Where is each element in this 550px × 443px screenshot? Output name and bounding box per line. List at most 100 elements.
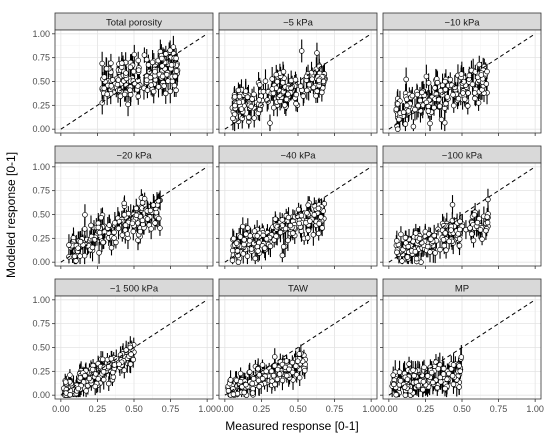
data-point — [256, 82, 263, 88]
data-point — [404, 376, 411, 383]
data-point — [121, 212, 128, 218]
y-tick-label: 0.00 — [32, 257, 50, 267]
data-point — [95, 376, 101, 382]
data-point — [243, 88, 249, 94]
data-point — [306, 81, 313, 88]
data-point — [314, 50, 320, 56]
panel-title: −5 kPa — [283, 18, 314, 29]
data-point — [457, 368, 463, 374]
data-point — [173, 68, 180, 74]
data-point — [298, 212, 305, 219]
panel-1: Total porosity 0.00 0.25 0.50 0.75 1.00 — [32, 12, 214, 136]
data-point — [130, 68, 137, 75]
data-point — [280, 69, 287, 75]
data-point — [260, 232, 266, 239]
data-point — [442, 385, 448, 392]
data-point — [110, 374, 117, 380]
x-tick-label: 0.75 — [162, 404, 180, 414]
data-point — [476, 61, 483, 68]
data-point — [143, 77, 150, 83]
data-point — [457, 226, 463, 233]
data-point — [66, 242, 72, 248]
data-point — [393, 392, 399, 398]
data-point — [83, 388, 89, 394]
panel-title: −100 kPa — [442, 151, 483, 162]
data-point — [431, 232, 437, 239]
data-point — [279, 222, 286, 229]
panel-7: −1 500 kPa 0.00 0.25 0.50 0.75 1.00 0.00 0.25 0.… — [32, 278, 216, 414]
data-point — [150, 88, 157, 95]
x-tick-label: 0.50 — [453, 404, 471, 414]
data-point — [251, 91, 257, 98]
data-point — [89, 244, 96, 251]
data-point — [424, 373, 431, 379]
data-point — [103, 65, 110, 72]
data-point — [465, 103, 471, 109]
data-point — [273, 71, 280, 78]
data-point — [254, 233, 260, 239]
data-point — [271, 354, 278, 360]
data-point — [231, 94, 238, 100]
data-point — [99, 60, 105, 67]
data-point — [241, 389, 247, 396]
data-point — [425, 108, 432, 114]
data-point — [125, 101, 131, 108]
data-point — [82, 212, 88, 218]
x-tick-label: 0.75 — [490, 404, 508, 414]
x-tick-label: 0.50 — [289, 404, 307, 414]
data-point — [173, 55, 179, 62]
panel-title: Total porosity — [106, 18, 162, 29]
data-point — [396, 369, 403, 375]
data-point — [417, 97, 423, 104]
data-point — [390, 372, 396, 378]
y-tick-label: 0.25 — [32, 100, 50, 110]
y-tick-label: 0.25 — [32, 233, 50, 243]
data-point — [251, 228, 258, 234]
data-point — [479, 236, 485, 242]
data-point — [309, 76, 315, 82]
data-point — [119, 232, 126, 238]
data-point — [156, 215, 162, 222]
data-point — [470, 237, 477, 244]
data-point — [294, 358, 301, 364]
data-point — [246, 114, 252, 120]
data-point — [455, 95, 462, 102]
data-point — [111, 235, 117, 241]
data-point — [101, 229, 108, 235]
data-point — [404, 254, 411, 260]
data-point — [232, 102, 238, 109]
data-point — [249, 380, 255, 387]
data-point — [229, 257, 236, 264]
data-point — [460, 90, 466, 96]
data-point — [81, 252, 88, 259]
data-point — [267, 243, 274, 250]
data-point — [235, 259, 242, 265]
data-point — [471, 212, 478, 218]
data-point — [409, 92, 416, 99]
data-point — [477, 227, 484, 233]
data-point — [261, 245, 268, 251]
data-point — [127, 64, 134, 70]
data-point — [77, 253, 83, 259]
data-point — [316, 77, 322, 84]
data-point — [269, 86, 275, 92]
data-point — [412, 248, 419, 255]
data-point — [121, 91, 128, 98]
data-point — [230, 391, 237, 398]
data-point — [316, 220, 322, 227]
data-point — [435, 366, 442, 372]
data-point — [287, 222, 294, 229]
panels-group: Total porosity 0.00 0.25 0.50 0.75 1.00 −5 kPa… — [32, 12, 544, 414]
x-tick-label: 0.75 — [326, 404, 344, 414]
data-point — [249, 96, 255, 102]
data-point — [394, 238, 400, 244]
x-tick-label: 0.00 — [380, 404, 398, 414]
data-point — [95, 224, 102, 231]
data-point — [104, 91, 110, 97]
panel-title: −10 kPa — [444, 18, 480, 29]
data-point — [236, 99, 242, 106]
data-point — [318, 214, 324, 220]
data-point — [283, 96, 290, 103]
data-point — [462, 96, 468, 102]
data-point — [457, 218, 463, 225]
